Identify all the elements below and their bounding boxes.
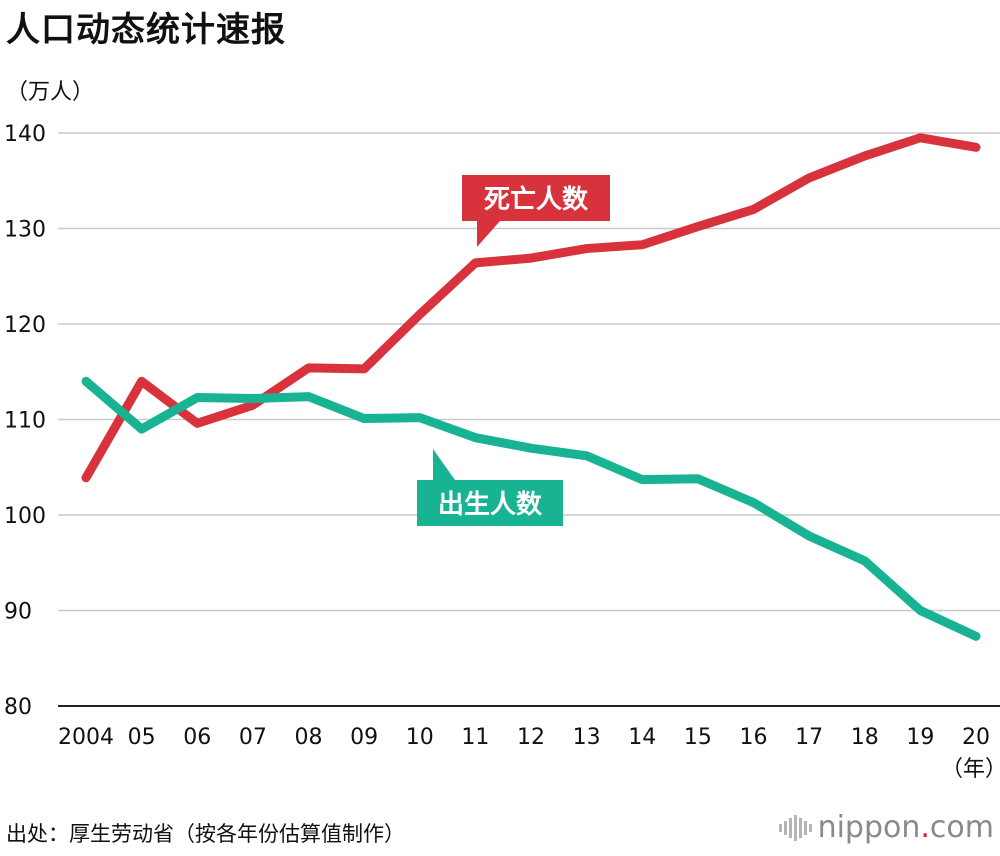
x-tick-label: 07 [239, 725, 267, 750]
y-axis-ticks: 80 90 100 110 120 130 140 [4, 122, 46, 720]
x-tick-label: 2004 [58, 725, 114, 750]
births-label: 出生人数 [417, 449, 563, 526]
line-chart: 80 90 100 110 120 130 140 2004 05 06 07 08 09 10 11 12… [4, 122, 1000, 782]
page-title: 人口动态统计速报 [6, 10, 286, 50]
logo-mark-icon [778, 814, 812, 841]
x-tick-label: 10 [406, 725, 434, 750]
y-tick-label: 80 [4, 695, 32, 720]
x-tick-label: 08 [295, 725, 323, 750]
x-tick-label: 06 [183, 725, 211, 750]
y-tick-label: 140 [4, 122, 46, 147]
nippon-logo[interactable]: nippon.com [778, 810, 994, 845]
y-axis-unit: （万人） [6, 80, 95, 105]
x-tick-label: 11 [461, 725, 489, 750]
series-name: 死亡人数 [484, 184, 589, 215]
y-tick-label: 100 [4, 504, 46, 529]
x-tick-label: 15 [684, 725, 712, 750]
source-note: 出处：厚生劳动省（按各年份估算值制作） [6, 822, 405, 846]
x-tick-label: 19 [906, 725, 934, 750]
y-tick-label: 90 [4, 600, 32, 625]
x-tick-label: 05 [128, 725, 156, 750]
y-tick-label: 110 [4, 409, 46, 434]
x-tick-label: 13 [573, 725, 601, 750]
x-axis-ticks: 2004 05 06 07 08 09 10 11 12 13 14 15 16 17 18 19 20 （年） [58, 725, 1000, 782]
x-tick-label: 09 [350, 725, 378, 750]
x-axis-unit: （年） [941, 757, 1000, 782]
x-tick-label: 18 [851, 725, 879, 750]
series-lines [81, 133, 981, 641]
y-tick-label: 130 [4, 218, 46, 243]
logo-text: nippon.com [817, 810, 994, 845]
y-tick-label: 120 [4, 313, 46, 338]
x-tick-label: 16 [740, 725, 768, 750]
x-tick-label: 14 [628, 725, 656, 750]
x-tick-label: 12 [517, 725, 545, 750]
series-name: 出生人数 [438, 490, 543, 520]
deaths-label: 死亡人数 [462, 175, 610, 247]
x-tick-label: 20 [962, 725, 990, 750]
x-tick-label: 17 [795, 725, 823, 750]
